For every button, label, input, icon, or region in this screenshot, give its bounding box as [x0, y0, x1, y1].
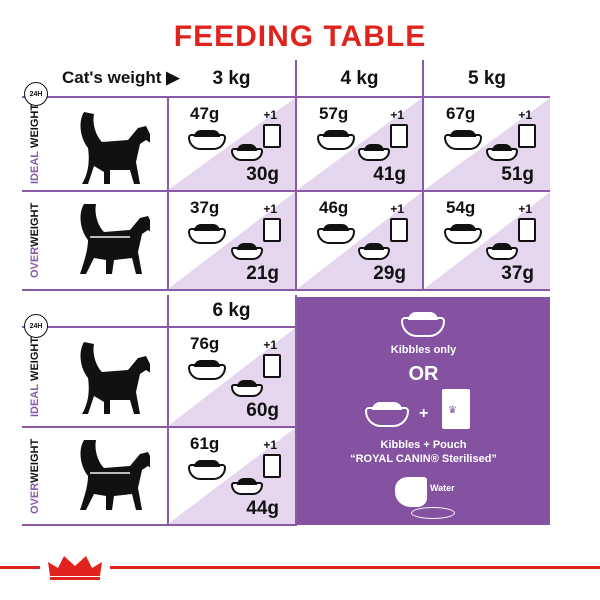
- plus-one-label: +1: [518, 108, 532, 122]
- brand-line: [0, 566, 40, 569]
- divider: [22, 326, 297, 328]
- ideal-cat-icon: [80, 112, 150, 184]
- page-title: FEEDING TABLE: [173, 20, 427, 53]
- kibble-bowl-icon: [401, 312, 445, 337]
- divider: [295, 295, 297, 525]
- kibble-bowl-icon: [188, 224, 226, 244]
- ideal-cat-icon: [80, 342, 150, 414]
- kibbles-only-amount: 46g: [319, 198, 349, 217]
- kibbles-only-amount: 76g: [190, 334, 220, 353]
- royal-canin-logo: [48, 556, 102, 580]
- kibble-bowl-icon: [317, 130, 355, 150]
- kibble-bowl-icon: [317, 224, 355, 244]
- pouch-icon: [263, 218, 281, 242]
- kibble-bowl-icon: [188, 360, 226, 380]
- plus-one-label: +1: [263, 202, 277, 216]
- overweight-label: OVERWEIGHT: [29, 438, 41, 514]
- play-arrow-icon: ▶: [166, 68, 180, 87]
- kibbles-only-amount: 54g: [446, 198, 476, 217]
- kibbles-with-pouch-amount: 60g: [246, 400, 279, 421]
- kibbles-with-pouch-amount: 29g: [373, 263, 406, 284]
- kibble-bowl-icon: [486, 144, 518, 161]
- crown-icon: ♛: [448, 405, 457, 416]
- kibble-bowl-icon: [358, 144, 390, 161]
- divider: [22, 524, 297, 526]
- feeding-cell: 67g +1 51g: [424, 98, 550, 190]
- kibbles-only-label: Kibbles only: [390, 344, 457, 356]
- plus-one-label: +1: [518, 202, 532, 216]
- cats-weight-label: Cat's weight ▶: [62, 68, 180, 87]
- divider: [22, 190, 550, 192]
- water-label: Water: [430, 483, 455, 493]
- feeding-cell: 61g +1 44g: [168, 428, 295, 524]
- plus-one-label: +1: [263, 108, 277, 122]
- feeding-cell: 76g +1 60g: [168, 328, 295, 426]
- pouch-icon: [390, 124, 408, 148]
- plus-one-label: +1: [390, 108, 404, 122]
- kibble-bowl-icon: [365, 402, 409, 427]
- or-label: OR: [408, 363, 439, 385]
- kibbles-only-amount: 37g: [190, 198, 220, 217]
- weight-header: 4 kg: [340, 68, 379, 89]
- feeding-cell: 37g +1 21g: [168, 192, 295, 289]
- kibbles-only-amount: 67g: [446, 104, 476, 123]
- divider: [22, 289, 550, 291]
- cat-drinking-icon: [395, 477, 427, 507]
- divider: [422, 60, 424, 290]
- kibble-bowl-icon: [231, 380, 263, 397]
- kibble-bowl-icon: [231, 478, 263, 495]
- pouch-icon: [263, 124, 281, 148]
- plus-one-label: +1: [263, 338, 277, 352]
- pouch-icon: [518, 124, 536, 148]
- clock-24h-icon: 24H: [24, 314, 48, 338]
- brand-line: [110, 566, 600, 569]
- weight-header: 5 kg: [467, 68, 507, 89]
- plus-one-label: +1: [263, 438, 277, 452]
- kibble-bowl-icon: [358, 243, 390, 260]
- overweight-cat-icon: [80, 204, 150, 274]
- pouch-icon: [518, 218, 536, 242]
- plus-label: +: [419, 405, 429, 422]
- weight-header: 3 kg: [212, 68, 251, 89]
- kibble-bowl-icon: [188, 130, 226, 150]
- kibbles-with-pouch-amount: 21g: [246, 263, 279, 284]
- kibble-bowl-icon: [188, 460, 226, 480]
- feeding-cell: 47g +1 30g: [168, 98, 295, 190]
- kibble-bowl-icon: [444, 130, 482, 150]
- pouch-icon: [390, 218, 408, 242]
- divider: [22, 426, 297, 428]
- weight-header: 6 kg: [212, 300, 251, 321]
- kibbles-with-pouch-amount: 44g: [246, 498, 279, 519]
- kibbles-only-amount: 61g: [190, 434, 220, 453]
- water-bowl-icon: [411, 507, 455, 519]
- legend-panel: Kibbles only OR + ♛ Kibbles + Pouch “ROY…: [297, 297, 550, 525]
- divider: [22, 96, 550, 98]
- pouch-icon: [263, 354, 281, 378]
- feeding-cell: 54g +1 37g: [424, 192, 550, 289]
- divider: [295, 60, 297, 290]
- kibbles-with-pouch-amount: 37g: [501, 263, 534, 284]
- kibbles-with-pouch-amount: 41g: [373, 164, 406, 185]
- clock-24h-icon: 24H: [24, 82, 48, 106]
- pouch-icon: ♛: [442, 389, 470, 429]
- kibble-bowl-icon: [231, 144, 263, 161]
- kibble-bowl-icon: [231, 243, 263, 260]
- ideal-weight-label: IDEAL WEIGHT: [29, 336, 41, 418]
- kibble-bowl-icon: [444, 224, 482, 244]
- kibbles-with-pouch-amount: 51g: [501, 164, 534, 185]
- feeding-cell: 57g +1 41g: [297, 98, 422, 190]
- kibbles-with-pouch-amount: 30g: [246, 164, 279, 185]
- overweight-label: OVERWEIGHT: [29, 202, 41, 279]
- plus-one-label: +1: [390, 202, 404, 216]
- pouch-icon: [263, 454, 281, 478]
- overweight-cat-icon: [80, 440, 150, 510]
- product-label: “ROYAL CANIN® Sterilised”: [350, 453, 497, 465]
- kibble-bowl-icon: [486, 243, 518, 260]
- ideal-weight-label: IDEAL WEIGHT: [29, 103, 41, 185]
- feeding-cell: 46g +1 29g: [297, 192, 422, 289]
- kibbles-pouch-label: Kibbles + Pouch: [380, 439, 467, 451]
- kibbles-only-amount: 47g: [190, 104, 220, 123]
- kibbles-only-amount: 57g: [319, 104, 349, 123]
